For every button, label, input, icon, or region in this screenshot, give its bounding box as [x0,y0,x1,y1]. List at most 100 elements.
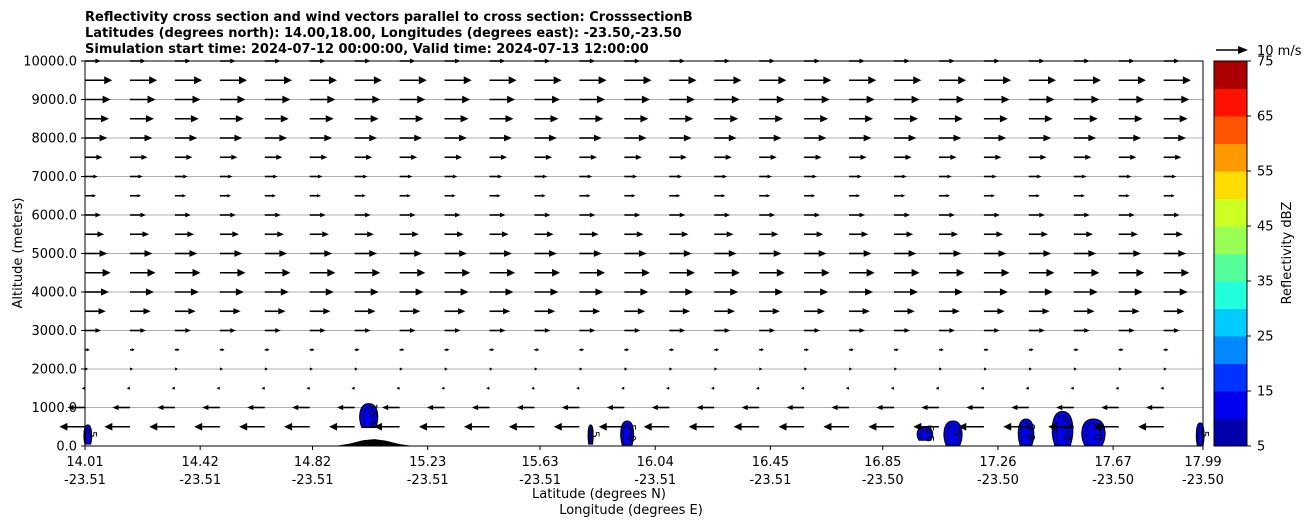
wind-vector-head [589,212,596,218]
wind-vector-head [895,348,899,352]
wind-vector-head [337,404,344,411]
reflectivity-echo [359,403,379,429]
wind-vector-head [317,194,321,198]
wind-vector-head [318,174,323,179]
wind-vector-head [1091,95,1100,104]
wind-vector-head [868,422,877,431]
wind-vector-head [861,231,869,238]
title-line-2: Latitudes (degrees north): 14.00,18.00, … [85,26,682,41]
wind-vector-head [112,404,119,411]
wind-vector-head [771,231,779,238]
wind-vector-head [147,95,156,104]
colorbar-frame [1213,60,1248,447]
wind-vector-head [309,367,313,371]
wind-vector-head [361,194,366,198]
colorbar-tick-label: 65 [1257,110,1274,125]
wind-vector-head [831,404,838,411]
wind-vector-head [1170,194,1175,198]
wind-vector-head [940,348,944,352]
wind-vector-head [769,328,776,333]
wind-vector-head [272,194,276,198]
wind-vector-head [374,422,383,431]
wind-vector-head [325,115,334,123]
wind-vector-head [1133,134,1142,142]
wind-vector-head [581,348,585,352]
wind-vector-head [638,250,647,257]
wind-vector-head [818,134,827,142]
wind-vector-head [552,268,561,277]
wind-vector-head [185,212,191,218]
wind-vector-head [323,308,331,315]
wind-vector-head [1129,328,1135,333]
wind-vector-head [1127,174,1132,179]
wind-vector-head [890,386,894,390]
wind-vector-head [733,76,742,85]
wind-vector-head [545,154,553,160]
wind-vector-head [550,288,559,296]
wind-vector-head [910,115,919,123]
wind-vector-head [632,174,638,179]
wind-vector-head [458,308,466,315]
wind-vector-head [553,422,562,431]
y-tick-label: 5000.0 [32,247,78,262]
wind-vector-head [278,308,286,315]
wind-vector-head [143,308,151,315]
wind-vector-head [190,288,199,296]
wind-vector-head [671,348,675,352]
x-tick-label-lat: 17.99 [1184,455,1221,470]
wind-vector-head [247,404,254,411]
wind-vector-head [776,268,785,277]
wind-vector-head [365,328,371,333]
wind-vector-head [1081,194,1085,198]
wind-vector-head [1137,76,1146,85]
wind-vector-head [463,76,472,85]
wind-vector-head [1160,386,1164,390]
wind-vector-head [1178,134,1187,142]
wind-vector-head [104,76,113,85]
wind-vector-head [1089,288,1098,296]
wind-vector-head [1118,367,1122,371]
wind-vector-head [372,268,381,277]
wind-vector-head [994,212,1000,218]
wind-vector-head [102,268,111,277]
wind-vector-head [202,404,209,411]
wind-vector-head [949,328,955,333]
x-tick-label-lon: -23.51 [634,473,676,488]
wind-vector-head [778,422,787,431]
title-line-3: Simulation start time: 2024-07-12 00:00:… [85,42,649,57]
wind-vector-head [324,134,333,142]
wind-vector-head [1092,76,1101,85]
wind-vector-head [141,154,148,160]
wind-vector-head [1175,154,1182,160]
wind-vector-head [550,115,559,123]
reflectivity-contour-line [1086,422,1101,444]
wind-vector-head [778,76,787,85]
wind-vector-head [766,194,771,198]
colorbar-segment [1214,226,1247,254]
wind-vector-head [544,212,551,218]
wind-vector-head [1082,174,1087,179]
x-tick-label-lat: 17.67 [1095,455,1132,470]
wind-vector-head [1048,76,1057,85]
wind-vector-head [958,76,967,85]
wind-vector-head [586,194,591,198]
wind-vector-head [157,404,164,411]
wind-vector-head [640,288,649,296]
wind-vector-head [130,367,134,371]
wind-vector-head [1089,115,1098,123]
wind-vector-head [413,308,421,315]
reflectivity-echo [943,420,963,446]
wind-vector-head [850,348,854,352]
wind-vector-head [911,268,920,277]
wind-vector-head [373,76,382,85]
wind-vector-head [264,367,268,371]
contour-label: 5 [1198,431,1211,438]
wind-vector-head [593,250,602,257]
wind-vector-head [1084,212,1090,218]
wind-vector-head [1044,115,1053,123]
wind-vector-head [144,250,153,257]
wind-vector-head [186,154,193,160]
wind-vector-head [369,250,378,257]
wind-vector-head [953,134,962,142]
wind-vector-head [1087,308,1095,315]
